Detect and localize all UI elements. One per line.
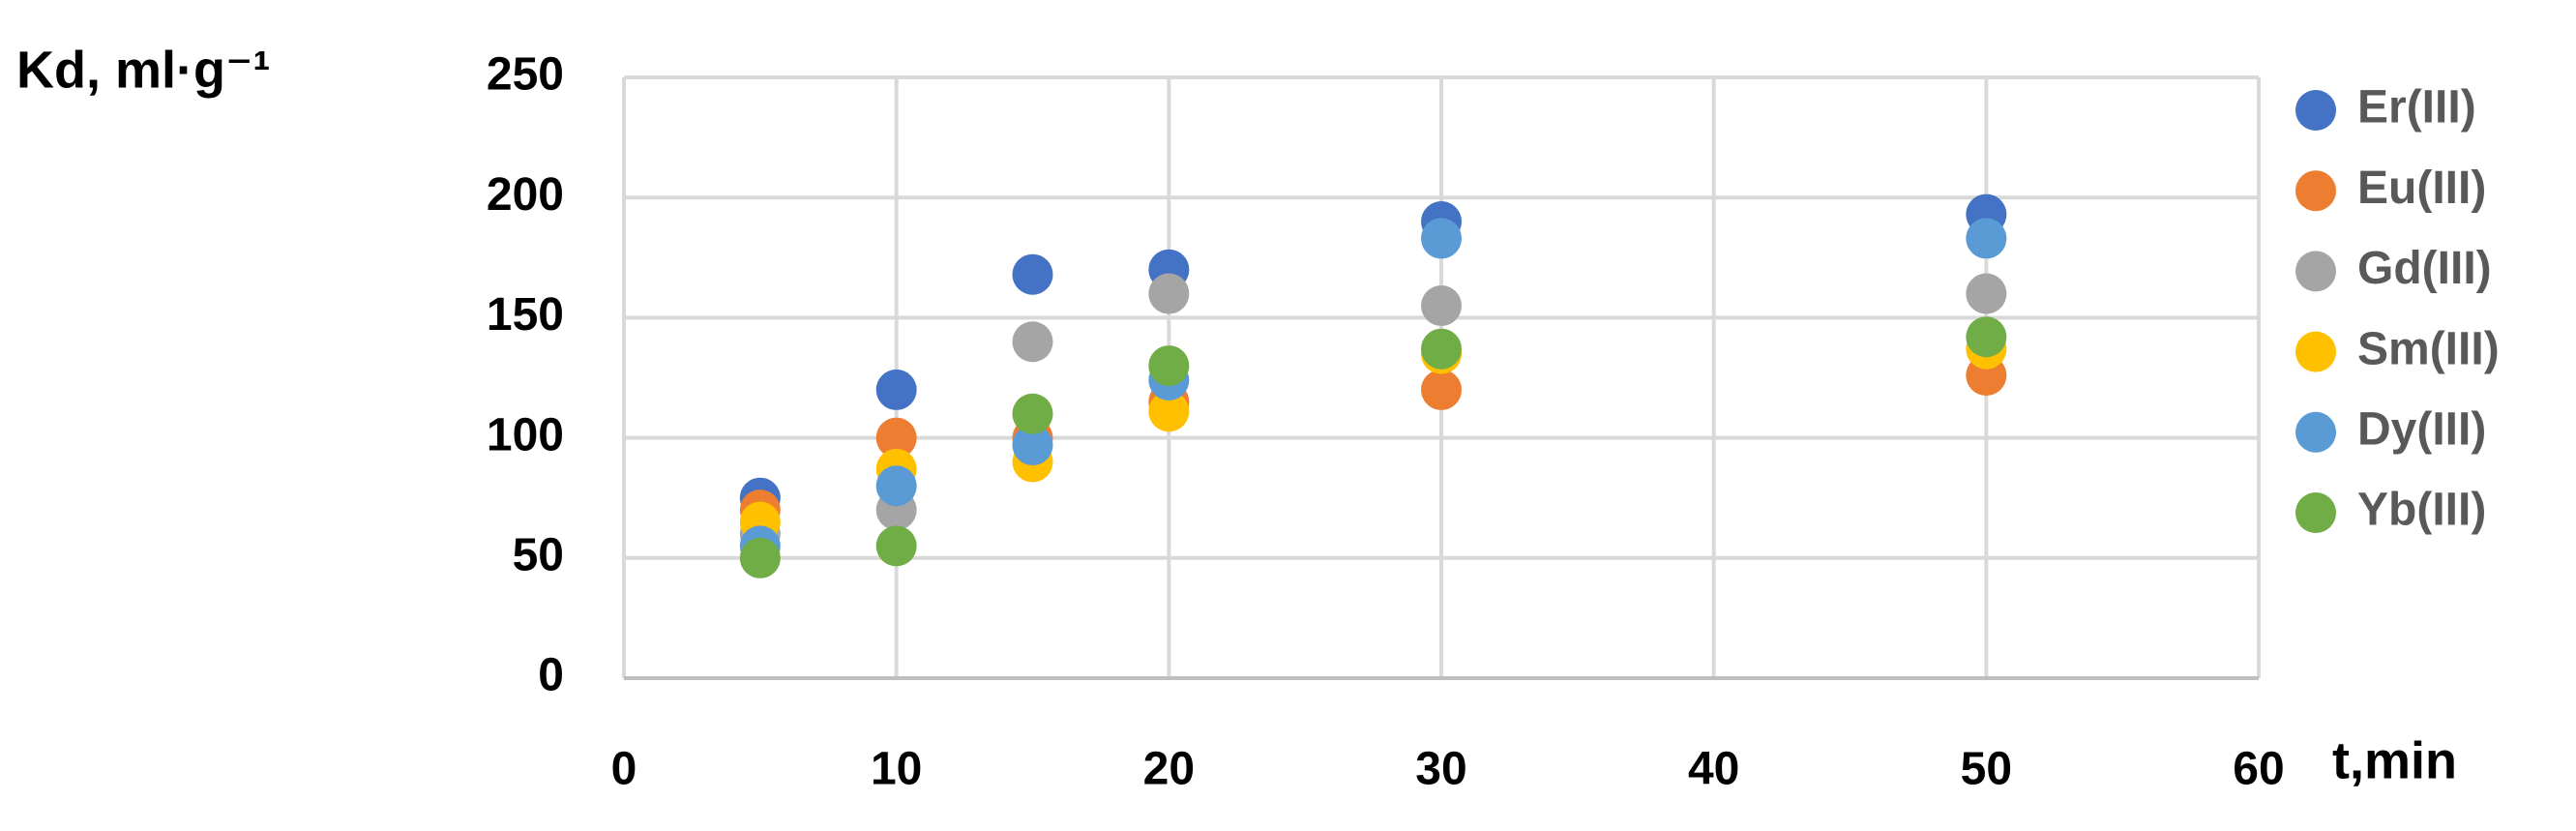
legend-marker	[2295, 492, 2336, 533]
legend-label: Er(III)	[2357, 82, 2476, 134]
point	[1966, 316, 2007, 358]
legend-label: Sm(III)	[2357, 323, 2500, 374]
x-tick-label: 50	[1961, 744, 2012, 795]
y-tick-label: 100	[487, 409, 564, 460]
point	[1421, 328, 1462, 370]
point	[1012, 393, 1053, 434]
legend-marker	[2295, 411, 2336, 453]
legend-marker	[2295, 251, 2336, 292]
point	[1148, 391, 1190, 432]
legend-label: Yb(III)	[2357, 485, 2486, 536]
point	[1148, 273, 1190, 314]
point	[739, 537, 781, 579]
legend-marker	[2295, 170, 2336, 212]
point	[875, 369, 917, 410]
x-tick-label: 0	[611, 744, 637, 795]
point	[1421, 218, 1462, 259]
x-tick-label: 60	[2233, 744, 2284, 795]
x-tick-label: 30	[1415, 744, 1466, 795]
y-tick-label: 150	[487, 289, 564, 341]
x-tick-label: 10	[871, 744, 922, 795]
point	[1148, 345, 1190, 387]
legend-label: Gd(III)	[2357, 243, 2492, 294]
point	[875, 417, 917, 459]
point	[875, 465, 917, 507]
chart-title: Kd, ml·g⁻¹	[16, 41, 270, 99]
y-tick-label: 50	[513, 529, 564, 580]
y-tick-label: 0	[538, 650, 564, 701]
x-tick-label: 40	[1688, 744, 1739, 795]
legend-marker	[2295, 90, 2336, 131]
point	[1966, 273, 2007, 314]
legend-label: Eu(III)	[2357, 163, 2486, 214]
x-axis-label: t,min	[2332, 731, 2457, 789]
legend-label: Dy(III)	[2357, 403, 2486, 455]
point	[1012, 253, 1053, 295]
y-tick-label: 250	[487, 49, 564, 101]
point	[875, 525, 917, 567]
y-tick-label: 200	[487, 169, 564, 221]
point	[1421, 284, 1462, 326]
point	[1012, 321, 1053, 363]
x-tick-label: 20	[1143, 744, 1195, 795]
point	[1421, 369, 1462, 410]
legend-marker	[2295, 331, 2336, 372]
point	[1966, 218, 2007, 259]
point	[1012, 425, 1053, 466]
